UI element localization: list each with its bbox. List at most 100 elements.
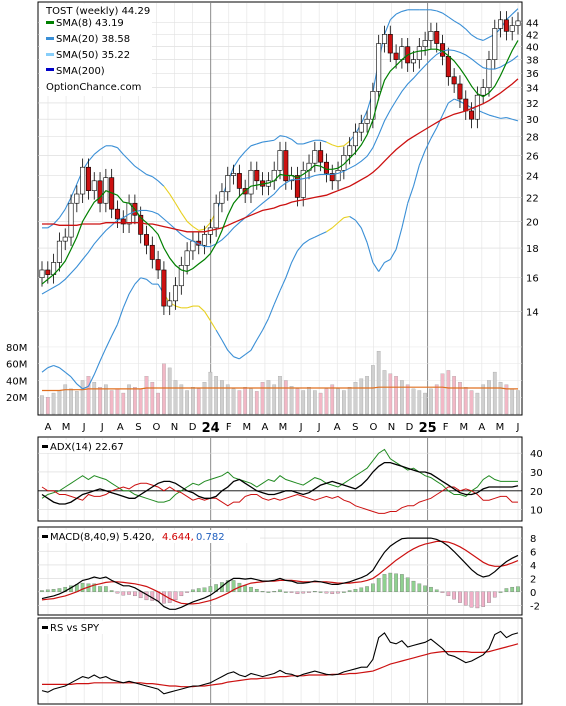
- candle-body: [515, 20, 521, 26]
- adx-legend-swatch: [42, 445, 48, 448]
- macd-histogram-bar: [452, 591, 456, 600]
- candle-body: [277, 150, 283, 171]
- bollinger-lower-segment: [239, 354, 246, 360]
- bollinger-upper-segment: [163, 185, 171, 195]
- price-tick-label: 38: [526, 56, 539, 67]
- time-tick-label: J: [317, 422, 321, 433]
- legend-sma200: SMA(200): [56, 66, 105, 77]
- bollinger-upper-segment: [111, 145, 118, 149]
- candle-body: [97, 180, 103, 204]
- bollinger-upper-segment: [268, 139, 275, 142]
- macd-histogram-bar: [359, 587, 364, 592]
- bollinger-lower-segment: [146, 278, 153, 285]
- bollinger-lower-segment: [64, 371, 72, 378]
- candle-body: [213, 202, 219, 229]
- price-legend-box: [40, 4, 152, 96]
- macd-histogram-bar: [243, 585, 248, 592]
- volume-bar: [185, 390, 189, 415]
- volume-bar: [330, 384, 335, 415]
- bollinger-lower-segment: [41, 367, 49, 373]
- price-tick-label: 44: [526, 19, 539, 30]
- bollinger-lower-segment: [500, 116, 507, 119]
- macd-histogram-bar: [179, 591, 184, 597]
- candle-body: [248, 169, 254, 195]
- bollinger-lower-segment: [337, 217, 345, 224]
- legend-sma20: SMA(20) 38.58: [56, 34, 130, 45]
- volume-bar: [469, 390, 474, 415]
- bollinger-upper-segment: [279, 135, 286, 138]
- moving-averages: [41, 40, 519, 295]
- time-tick-label: J: [100, 422, 104, 433]
- bollinger-lower-segment: [244, 349, 252, 355]
- bollinger-upper-segment: [459, 23, 467, 30]
- bollinger-upper-segment: [482, 36, 490, 41]
- bollinger-lower-segment: [314, 233, 321, 238]
- price-tick-label: 42: [526, 30, 539, 41]
- macd-legend-box: [40, 530, 260, 543]
- bollinger-upper-segment: [157, 180, 165, 187]
- volume-bar: [109, 390, 114, 415]
- volume-bar: [80, 380, 85, 415]
- candle-body: [335, 169, 341, 182]
- candle-body: [149, 244, 155, 260]
- macd-histogram-bar: [98, 586, 102, 592]
- volume-bar: [144, 376, 149, 415]
- volume-bar: [63, 384, 68, 415]
- price-tick-label: 34: [526, 84, 539, 95]
- macd-legend: MACD(8,40,9) 5.420,: [50, 532, 155, 543]
- bollinger-lower-segment: [204, 311, 211, 321]
- sma20-line: [41, 49, 519, 295]
- chart-title: TOST (weekly) 44.29: [45, 6, 150, 17]
- macd-histogram-bar: [278, 589, 282, 592]
- macd-histogram-bar: [394, 573, 398, 592]
- bollinger-upper-segment: [332, 144, 339, 148]
- candle-body: [416, 46, 422, 60]
- macd-histogram-bar: [382, 574, 387, 592]
- bollinger-upper-segment: [175, 202, 182, 214]
- rs-legend: RS vs SPY: [50, 623, 100, 634]
- macd-tick-label: 6: [530, 548, 536, 559]
- macd-histogram-bar: [51, 588, 56, 592]
- candle-body: [219, 191, 225, 204]
- legend-sma8: SMA(8) 43.19: [56, 18, 124, 29]
- bollinger-lower-segment: [221, 339, 229, 351]
- candle-body: [480, 87, 486, 96]
- time-tick-label: J: [82, 422, 86, 433]
- volume-tick-label: 80M: [6, 343, 27, 354]
- bollinger-upper-segment: [186, 221, 194, 227]
- macd-histogram-bar: [45, 589, 50, 592]
- macd-histogram-bar: [400, 574, 404, 592]
- bollinger-upper-segment: [453, 20, 461, 25]
- bollinger-lower-segment: [291, 250, 298, 263]
- rs-line: [41, 630, 519, 695]
- bollinger-lower-segment: [87, 374, 95, 387]
- volume-bar: [388, 373, 393, 415]
- bollinger-upper-segment: [117, 147, 124, 155]
- volume-bar: [104, 384, 108, 415]
- volume-bar: [150, 381, 155, 415]
- adx-tick-label: 10: [530, 506, 543, 517]
- macd-histogram-bar: [388, 572, 393, 592]
- volume-bar: [475, 392, 480, 415]
- bollinger-lower-segment: [488, 114, 495, 118]
- candle-body: [387, 34, 393, 54]
- candle-body: [503, 19, 509, 32]
- volume-bar: [214, 376, 218, 415]
- macd-histogram-bar: [463, 591, 468, 606]
- bollinger-lower-segment: [128, 283, 136, 295]
- bollinger-lower-segment: [76, 383, 83, 390]
- macd-histogram-bar: [423, 585, 427, 592]
- bollinger-lower-segment: [412, 165, 420, 187]
- candle-body: [167, 300, 173, 307]
- bollinger-lower-segment: [227, 349, 234, 358]
- bollinger-lower-segment: [53, 364, 60, 369]
- volume-bar: [220, 380, 224, 415]
- bollinger-upper-segment: [465, 28, 472, 36]
- bollinger-lower-segment: [122, 293, 130, 309]
- volume-bar: [40, 395, 44, 415]
- price-tick-label: 24: [526, 171, 539, 182]
- macd-histogram-bar: [469, 591, 474, 608]
- bollinger-lower-segment: [378, 262, 385, 272]
- watermark: OptionChance.com: [46, 82, 141, 93]
- candle-body: [173, 285, 179, 302]
